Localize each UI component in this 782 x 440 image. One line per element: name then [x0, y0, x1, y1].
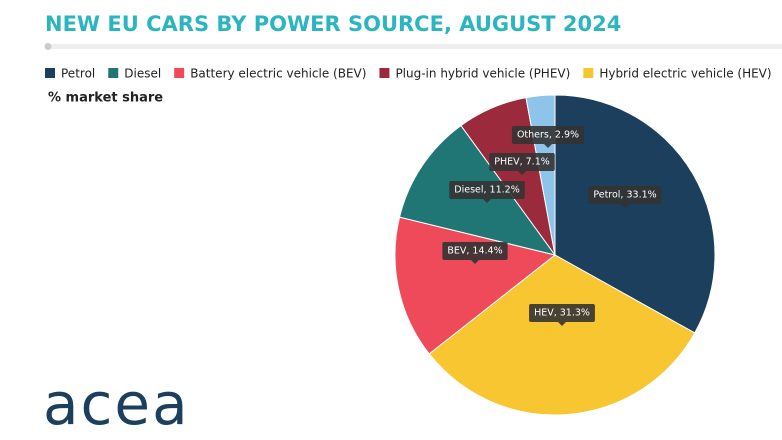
pie-slice	[394, 216, 557, 355]
label-pointer	[483, 199, 491, 203]
title-rule	[45, 44, 782, 49]
label-box	[489, 153, 555, 171]
legend-swatch	[174, 68, 185, 78]
data-label: Diesel, 11.2%	[454, 185, 519, 196]
label-box	[511, 126, 585, 144]
label-pointer	[544, 144, 552, 148]
data-label: Others, 2.9%	[517, 130, 579, 141]
label-box	[529, 304, 595, 322]
legend-swatch	[45, 68, 55, 78]
data-label: PHEV, 7.1%	[494, 157, 550, 168]
label-pointer	[518, 171, 526, 175]
legend-swatch	[108, 68, 119, 78]
chart-title: NEW EU CARS BY POWER SOURCE, AUGUST 2024	[45, 12, 621, 36]
legend-label: Petrol	[61, 67, 95, 81]
legend-swatch	[583, 68, 594, 78]
subtitle: % market share	[48, 91, 163, 106]
legend-label: Hybrid electric vehicle (HEV)	[599, 67, 771, 81]
label-box	[588, 186, 662, 204]
data-label: HEV, 31.3%	[534, 308, 590, 319]
label-pointer	[621, 204, 629, 208]
logo: acea	[43, 370, 190, 438]
pie-slice	[428, 254, 696, 416]
legend-label: Plug-in hybrid vehicle (PHEV)	[395, 67, 570, 81]
rule-knob	[44, 43, 52, 50]
data-label: BEV, 14.4%	[447, 246, 502, 257]
data-label: Petrol, 33.1%	[593, 190, 656, 201]
label-box	[449, 181, 525, 199]
label-pointer	[471, 260, 479, 264]
legend-swatch	[379, 68, 390, 78]
pie-slice	[554, 94, 716, 334]
legend-label: Diesel	[124, 67, 161, 81]
label-pointer	[558, 322, 566, 326]
legend-label: Battery electric vehicle (BEV)	[190, 67, 366, 81]
label-box	[442, 242, 508, 260]
